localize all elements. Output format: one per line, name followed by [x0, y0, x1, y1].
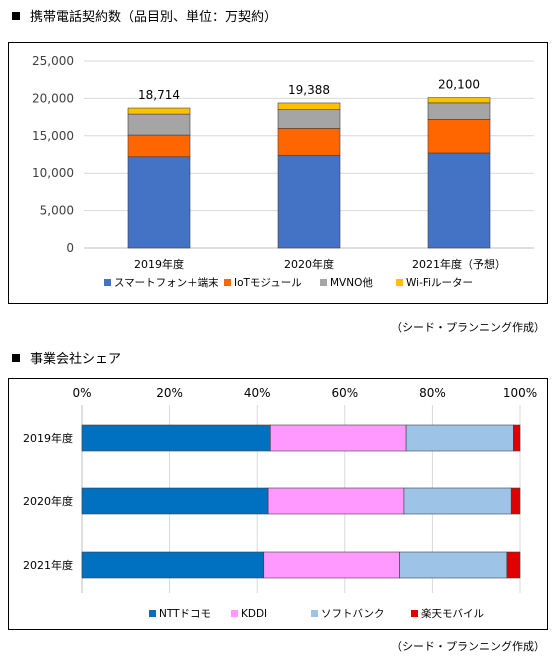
bar-segment: [427, 119, 491, 154]
chart2-heading: 事業会社シェア: [12, 348, 121, 367]
heading-bullet-icon: [12, 354, 20, 362]
total-data-label: 18,714: [138, 88, 180, 102]
bar-segment: [277, 102, 341, 110]
chart1-heading: 携帯電話契約数（品目別、単位：万契約）: [12, 6, 277, 25]
bar-segment: [81, 424, 271, 452]
legend-label: 楽天モバイル: [421, 607, 484, 620]
y-tick-label: 25,000: [32, 54, 74, 68]
x-tick-label: 80%: [419, 386, 446, 400]
bar-segment: [427, 97, 491, 104]
x-tick-label: 40%: [244, 386, 271, 400]
legend-label: ソフトバンク: [321, 608, 385, 620]
legend-swatch: [411, 610, 418, 617]
bar-segment: [510, 487, 521, 515]
y-tick-label: 0: [66, 241, 74, 255]
bar-segment: [81, 487, 269, 515]
legend-swatch: [104, 279, 111, 286]
legend-label: スマートフォン＋端末: [114, 276, 219, 289]
bar-segment: [399, 551, 508, 579]
bar-segment: [277, 128, 341, 156]
chart1-credit: （シード・プランニング作成）: [391, 321, 545, 334]
y-category-label: 2021年度: [23, 558, 73, 572]
bar-segment: [277, 154, 341, 249]
y-tick-label: 5,000: [40, 204, 74, 218]
bar-segment: [127, 134, 191, 158]
chart1-frame: 0 5,000 10,000 15,000 20,000 25,000 18,714 2019…: [8, 42, 548, 304]
x-category-label: 2019年度: [134, 257, 184, 271]
bar-segment: [127, 113, 191, 136]
bar-segment: [127, 156, 191, 249]
bar-segment: [267, 487, 405, 515]
bar-segment: [513, 424, 521, 452]
bar-segment: [81, 551, 265, 579]
legend-swatch: [320, 279, 327, 286]
y-category-label: 2020年度: [23, 494, 73, 508]
legend-swatch: [311, 610, 318, 617]
chart1-heading-text: 携帯電話契約数（品目別、単位：万契約）: [30, 10, 278, 25]
legend-label: MVNO他: [330, 276, 373, 289]
bar-segment: [277, 109, 341, 129]
y-tick-label: 20,000: [32, 91, 74, 105]
legend-label: Wi-Fiルーター: [406, 277, 473, 289]
chart2-credit: （シード・プランニング作成）: [391, 640, 545, 653]
legend-label: IoTモジュール: [234, 277, 302, 289]
market-share-bar-chart: 0% 20% 40% 60% 80% 100% 2019年度 2020年度 2021年度 NTTド…: [23, 386, 537, 620]
legend-swatch: [396, 279, 403, 286]
bar-segment: [427, 152, 491, 249]
y-tick-label: 10,000: [32, 166, 74, 180]
x-tick-label: 60%: [331, 386, 358, 400]
x-category-label: 2020年度: [284, 257, 334, 271]
chart2-heading-text: 事業会社シェア: [30, 352, 122, 367]
bar-segment: [427, 102, 491, 120]
bar-segment: [263, 551, 400, 579]
contracts-stacked-bar-chart: 0 5,000 10,000 15,000 20,000 25,000 18,714 2019…: [32, 54, 534, 289]
chart2-frame: 0% 20% 40% 60% 80% 100% 2019年度 2020年度 2021年度 NTTド…: [8, 378, 548, 630]
bar-segment: [127, 107, 191, 115]
legend-label: KDDI: [241, 608, 267, 620]
bar-segment: [405, 424, 514, 452]
total-data-label: 20,100: [438, 78, 480, 92]
legend-swatch: [149, 610, 156, 617]
y-tick-label: 15,000: [32, 129, 74, 143]
x-tick-label: 20%: [156, 386, 183, 400]
x-category-label: 2021年度（予想）: [412, 257, 506, 271]
legend-label: NTTドコモ: [159, 608, 211, 620]
bar-segment: [506, 551, 521, 579]
legend-swatch: [224, 279, 231, 286]
bar-segment: [270, 424, 407, 452]
x-tick-label: 100%: [503, 386, 537, 400]
heading-bullet-icon: [12, 12, 20, 20]
y-category-label: 2019年度: [23, 431, 73, 445]
legend-swatch: [231, 610, 238, 617]
bar-segment: [403, 487, 512, 515]
total-data-label: 19,388: [288, 83, 330, 97]
x-tick-label: 0%: [72, 386, 91, 400]
